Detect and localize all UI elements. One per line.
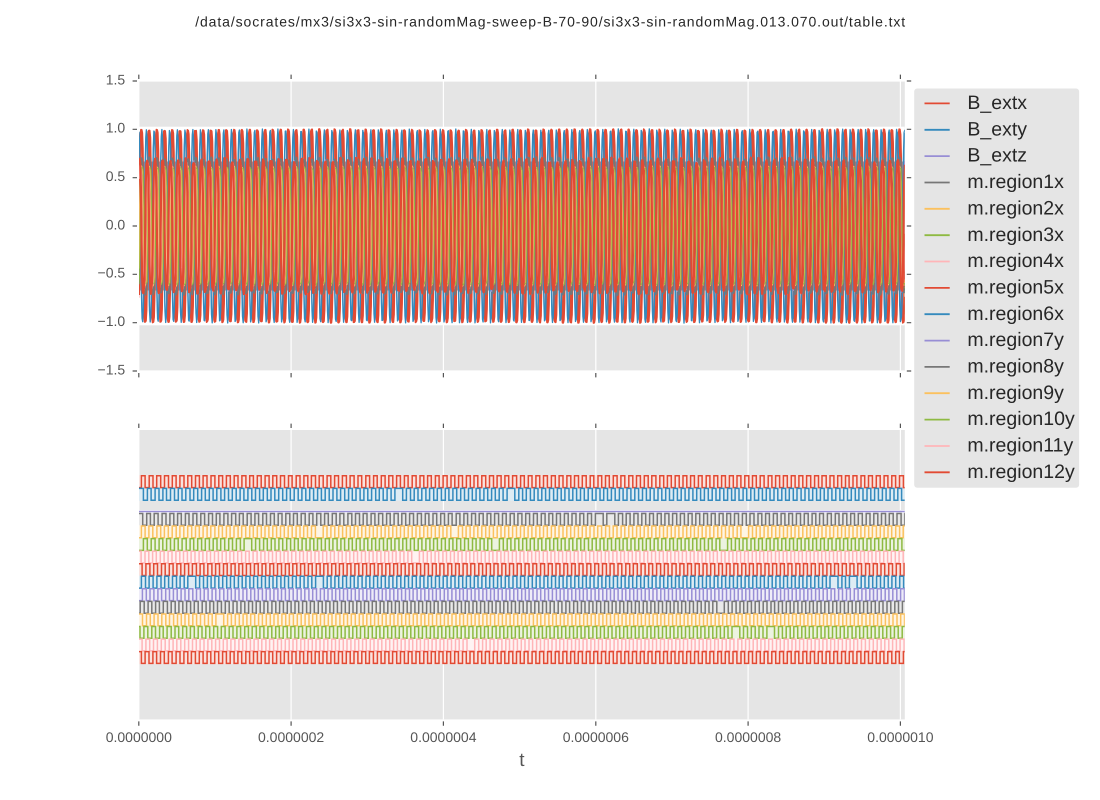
svg-text:m.region11y: m.region11y bbox=[967, 435, 1073, 457]
svg-text:0.0: 0.0 bbox=[106, 216, 126, 232]
svg-text:m.region3x: m.region3x bbox=[967, 224, 1064, 246]
svg-text:m.region4x: m.region4x bbox=[967, 250, 1064, 272]
svg-text:/data/socrates/mx3/si3x3-sin-r: /data/socrates/mx3/si3x3-sin-randomMag-s… bbox=[195, 14, 905, 30]
svg-text:0.0000008: 0.0000008 bbox=[715, 729, 781, 745]
svg-text:m.region8y: m.region8y bbox=[967, 356, 1064, 378]
svg-text:−1.0: −1.0 bbox=[98, 313, 126, 329]
svg-text:B_extz: B_extz bbox=[967, 145, 1027, 167]
svg-text:0.0000000: 0.0000000 bbox=[106, 729, 172, 745]
svg-text:0.5: 0.5 bbox=[106, 168, 126, 184]
svg-text:m.region9y: m.region9y bbox=[967, 382, 1064, 404]
svg-text:B_extx: B_extx bbox=[967, 92, 1027, 114]
svg-text:0.0000006: 0.0000006 bbox=[563, 729, 629, 745]
svg-text:−0.5: −0.5 bbox=[98, 265, 126, 281]
svg-text:1.0: 1.0 bbox=[106, 120, 126, 136]
svg-text:m.region2x: m.region2x bbox=[967, 197, 1064, 219]
svg-text:m.region5x: m.region5x bbox=[967, 277, 1064, 299]
svg-text:t: t bbox=[519, 750, 525, 771]
svg-text:1.5: 1.5 bbox=[106, 71, 126, 87]
svg-text:m.region12y: m.region12y bbox=[967, 461, 1075, 483]
svg-text:m.region7y: m.region7y bbox=[967, 329, 1064, 351]
svg-text:−1.5: −1.5 bbox=[98, 361, 126, 377]
svg-text:0.0000010: 0.0000010 bbox=[867, 729, 933, 745]
svg-text:m.region10y: m.region10y bbox=[967, 408, 1075, 430]
svg-text:m.region6x: m.region6x bbox=[967, 303, 1064, 325]
svg-text:m.region1x: m.region1x bbox=[967, 171, 1064, 193]
svg-text:0.0000004: 0.0000004 bbox=[410, 729, 476, 745]
svg-text:0.0000002: 0.0000002 bbox=[258, 729, 324, 745]
svg-text:B_exty: B_exty bbox=[967, 118, 1027, 140]
